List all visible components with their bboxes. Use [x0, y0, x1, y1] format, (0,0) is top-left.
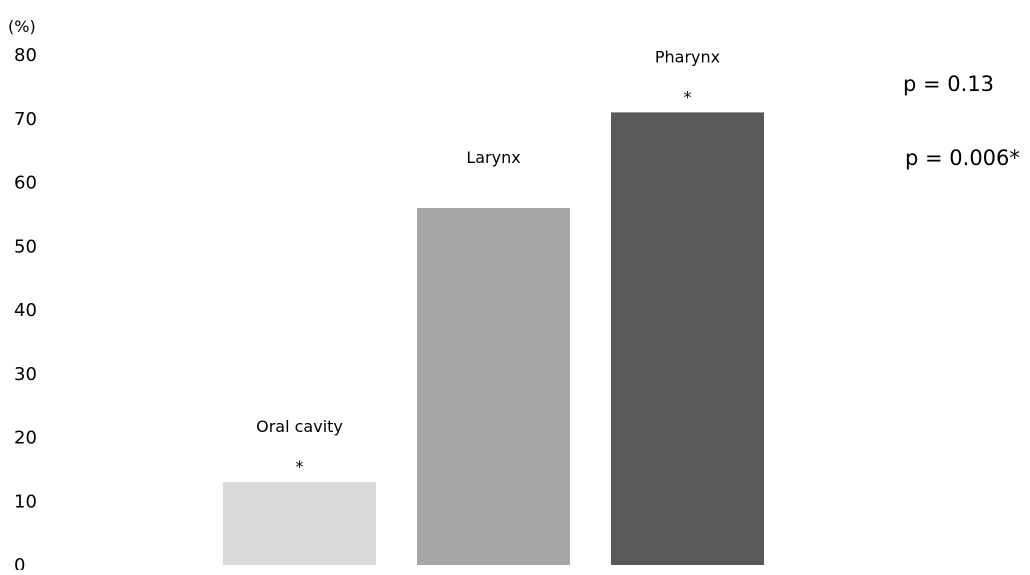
y-axis-ticks: 0 10 20 30 40 50 60 70 80 [14, 45, 37, 575]
y-tick-label: 20 [14, 428, 37, 449]
significance-markers: ** [296, 87, 692, 476]
y-axis-unit-label: (%) [8, 17, 36, 36]
category-label: Pharynx [655, 47, 720, 66]
bar-oral-cavity [223, 482, 376, 565]
bars [223, 112, 764, 565]
significance-marker: * [684, 87, 692, 106]
y-tick-label: 10 [14, 491, 37, 512]
y-tick-label: 80 [14, 45, 37, 66]
y-tick-label: 50 [14, 236, 37, 257]
y-tick-label: 40 [14, 300, 37, 321]
bar-pharynx [611, 112, 764, 565]
category-label: Larynx [466, 148, 520, 167]
y-tick-label: 70 [14, 109, 37, 130]
p-value-annotations: p = 0.13 p = 0.006* [903, 72, 1020, 170]
bar-larynx [417, 208, 570, 565]
significance-marker: * [296, 457, 304, 476]
p-value-annotation: p = 0.006* [905, 146, 1020, 170]
p-value-annotation: p = 0.13 [903, 72, 994, 96]
y-tick-label: 0 [14, 555, 25, 570]
category-label: Oral cavity [256, 417, 343, 436]
y-tick-label: 60 [14, 173, 37, 194]
category-labels: Oral cavity Larynx Pharynx [256, 47, 720, 436]
y-tick-label: 30 [14, 364, 37, 385]
